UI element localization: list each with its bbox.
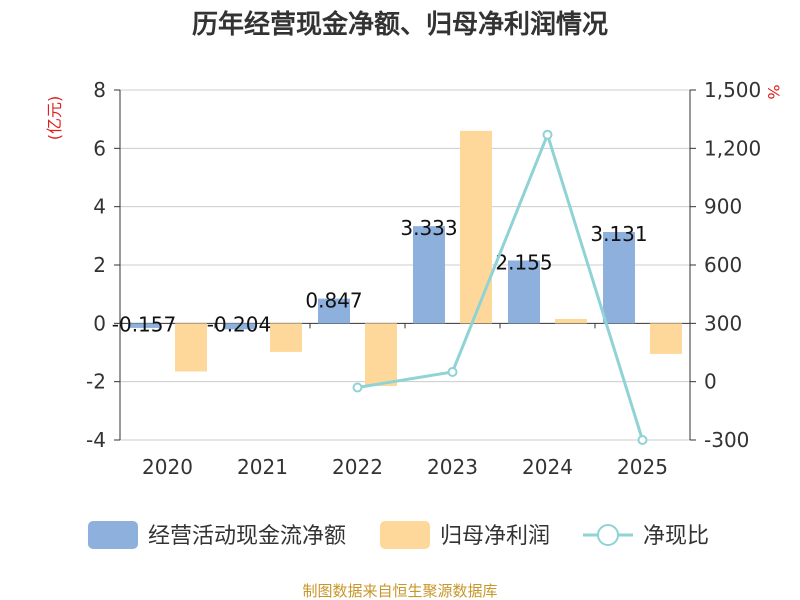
right-tick-label: 600 [704, 253, 742, 277]
cashflow-bar [318, 298, 350, 324]
grid-lines [120, 89, 690, 441]
left-tick-label: 4 [93, 195, 106, 219]
right-tick-label: 300 [704, 311, 742, 335]
x-tick-label: 2025 [617, 455, 668, 479]
cashflow-value-label: 3.333 [400, 216, 457, 240]
left-tick-label: 8 [93, 78, 106, 102]
cashflow-value-label: 3.131 [590, 222, 647, 246]
cashflow-bar [413, 226, 445, 324]
right-axis: -300 0 300 600 900 1,200 1,500 [689, 78, 761, 452]
chart-title: 历年经营现金净额、归母净利润情况 [192, 9, 608, 40]
left-axis-title: (亿元) [45, 96, 64, 141]
bars [128, 130, 682, 387]
net-profit-bar [460, 130, 492, 324]
net-profit-bar [175, 323, 207, 372]
left-axis: -4 -2 0 2 4 6 8 [86, 78, 121, 452]
left-tick-label: 0 [93, 311, 106, 335]
cashflow-value-label: -0.204 [207, 312, 271, 336]
ratio-point [637, 435, 648, 445]
left-tick-label: -4 [86, 428, 106, 452]
ratio-point [542, 129, 553, 140]
ratio-point [352, 382, 363, 393]
right-tick-label: -300 [704, 428, 749, 452]
net-profit-bar [270, 323, 302, 352]
ratio-point [447, 366, 458, 377]
right-tick-label: 1,500 [704, 78, 761, 102]
cashflow-bar [128, 323, 160, 328]
ratio-line [352, 129, 648, 445]
legend: 经营活动现金流净额 归母净利润 净现比 [88, 521, 709, 549]
left-tick-label: -2 [86, 370, 106, 394]
x-tick-label: 2020 [142, 455, 193, 479]
legend-label: 归母净利润 [440, 524, 550, 549]
legend-swatch [380, 521, 430, 549]
x-tick-label: 2021 [237, 455, 288, 479]
cashflow-value-label: 0.847 [305, 289, 362, 313]
right-tick-label: 1,200 [704, 136, 761, 160]
legend-swatch-marker [597, 524, 619, 546]
left-tick-label: 2 [93, 253, 106, 277]
x-tick-label: 2023 [427, 455, 478, 479]
cashflow-value-label: -0.157 [112, 312, 176, 336]
x-tick-label: 2024 [522, 455, 573, 479]
net-profit-bar [365, 323, 397, 387]
legend-swatch [88, 521, 138, 549]
cashflow-value-label: 2.155 [495, 250, 552, 274]
cashflow-bar [603, 232, 635, 324]
legend-label: 经营活动现金流净额 [148, 524, 346, 549]
net-profit-bar [650, 323, 682, 354]
right-axis-title: % [764, 84, 783, 99]
legend-label: 净现比 [643, 524, 709, 549]
cashflow-bar [508, 260, 540, 324]
net-profit-bar [555, 318, 587, 324]
cashflow-bar [223, 323, 255, 330]
source-note: 制图数据来自恒生聚源数据库 [302, 582, 497, 600]
left-tick-label: 6 [93, 136, 106, 160]
x-axis: 2020 2021 2022 2023 2024 2025 [119, 322, 691, 479]
right-tick-label: 0 [704, 370, 717, 394]
ratio-line-path [357, 130, 644, 441]
right-tick-label: 900 [704, 195, 742, 219]
x-tick-label: 2022 [332, 455, 383, 479]
data-labels: -0.157 -0.204 0.847 3.333 2.155 3.131 [112, 216, 648, 336]
